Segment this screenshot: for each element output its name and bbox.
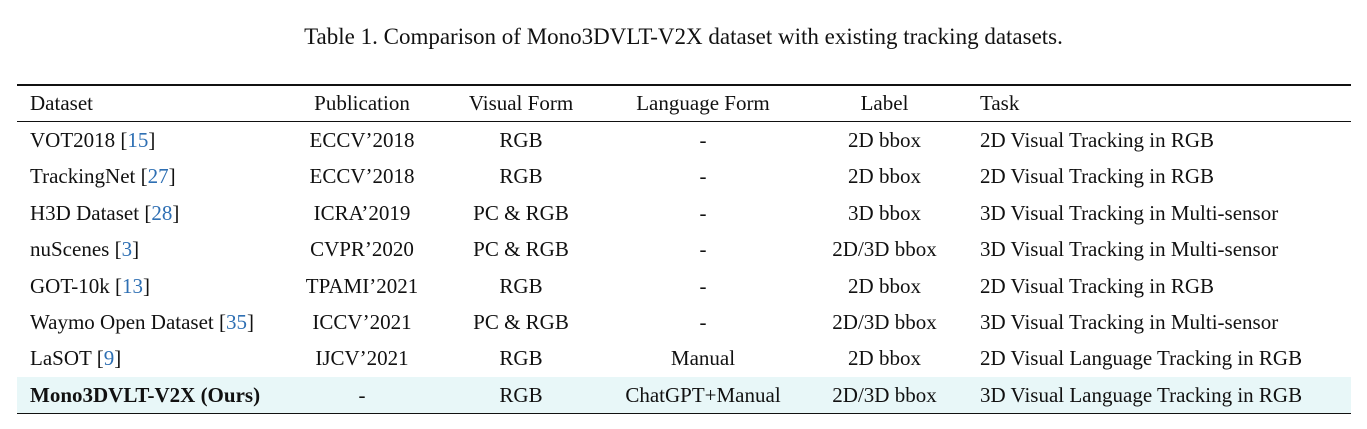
ours-label: 2D/3D bbox xyxy=(832,383,937,407)
citation-close-bracket: ] xyxy=(132,237,140,262)
dataset-name: Waymo Open Dataset xyxy=(30,310,214,334)
citation-open-bracket: [ xyxy=(96,346,104,371)
cell-dataset: GOT-10k [13] xyxy=(30,268,150,304)
cell-visual-form: PC & RGB xyxy=(473,200,569,225)
header-label: Label xyxy=(860,91,909,115)
header-row: Dataset Publication Visual Form Language… xyxy=(17,85,1351,121)
header-language-form: Language Form xyxy=(636,91,770,115)
citation-close-bracket: ] xyxy=(247,310,254,334)
ours-dataset: Mono3DVLT-V2X (Ours) xyxy=(30,383,261,407)
cell-dataset: nuScenes [3] xyxy=(30,231,139,267)
cell-label: 2D bbox xyxy=(848,273,921,298)
citation-close-bracket: ] xyxy=(142,273,150,298)
citation-link[interactable]: 15 xyxy=(127,128,149,152)
cell-visual-form: RGB xyxy=(499,346,543,371)
cell-language-form: - xyxy=(699,128,707,152)
cell-language-form: - xyxy=(699,273,707,298)
citation-close-bracket: ] xyxy=(168,164,176,189)
cell-language-form: - xyxy=(699,200,707,225)
dataset-name: GOT-10k xyxy=(30,273,110,298)
dataset-name: LaSOT xyxy=(30,346,92,371)
cell-visual-form: PC & RGB xyxy=(473,237,569,262)
ours-visual-form: RGB xyxy=(499,383,543,407)
cell-label: 3D bbox xyxy=(848,200,921,225)
citation-open-bracket: [ xyxy=(114,273,122,298)
citation-link[interactable]: 13 xyxy=(121,273,143,298)
citation-close-bracket: ] xyxy=(172,200,180,225)
citation-link[interactable]: 27 xyxy=(147,164,169,189)
cell-task: 3D Visual Tracking in Multi-sensor xyxy=(980,200,1279,225)
cell-task: 2D Visual Language Tracking in RGB xyxy=(980,346,1303,371)
top-rule xyxy=(17,84,1351,86)
ours-row: Mono3DVLT-V2X (Ours) - RGB ChatGPT+Manua… xyxy=(17,377,1351,413)
citation-close-bracket: ] xyxy=(148,128,156,152)
dataset-name: VOT2018 xyxy=(30,128,116,152)
dataset-name: nuScenes xyxy=(30,237,110,262)
citation-open-bracket: [ xyxy=(144,200,152,225)
citation-link[interactable]: 9 xyxy=(103,346,115,371)
citation-close-bracket: ] xyxy=(114,346,122,371)
cell-task: 3D Visual Tracking in Multi-sensor xyxy=(980,310,1279,334)
cell-publication: IJCV’2021 xyxy=(315,346,409,371)
cell-visual-form: RGB xyxy=(499,164,543,189)
cell-dataset: LaSOT [9] xyxy=(30,340,121,376)
cell-publication: ICCV’2021 xyxy=(312,310,412,334)
cell-visual-form: RGB xyxy=(499,128,543,152)
header-visual-form: Visual Form xyxy=(468,91,574,115)
ours-publication: - xyxy=(358,383,366,407)
citation-link[interactable]: 3 xyxy=(121,237,133,262)
cell-language-form: - xyxy=(699,164,707,189)
cell-publication: ICRA’2019 xyxy=(313,200,411,225)
cell-label: 2D bbox xyxy=(848,346,921,371)
table-row: GOT-10k [13] TPAMI’2021 RGB - 2D bbox 2D Visu… xyxy=(17,268,1351,304)
cell-publication: CVPR’2020 xyxy=(310,237,414,262)
cell-label: 2D/3D bbox xyxy=(832,237,937,262)
citation-link[interactable]: 28 xyxy=(151,200,173,225)
dataset-name: TrackingNet xyxy=(30,164,136,189)
table-row: Waymo Open Dataset [35] ICCV’2021 PC & RGB… xyxy=(17,304,1351,340)
citation-link[interactable]: 35 xyxy=(226,310,247,334)
header-publication: Publication xyxy=(314,91,410,115)
citation-open-bracket: [ xyxy=(114,237,122,262)
cell-publication: ECCV’2018 xyxy=(309,128,415,152)
header-task: Task xyxy=(980,91,1020,115)
cell-dataset: Waymo Open Dataset [35] xyxy=(30,304,254,340)
cell-task: 2D Visual Tracking in RGB xyxy=(980,128,1215,152)
table-row: TrackingNet [27] ECCV’2018 RGB - 2D bbox 2D V… xyxy=(17,158,1351,194)
citation-open-bracket: [ xyxy=(219,310,226,334)
cell-task: 3D Visual Tracking in Multi-sensor xyxy=(980,237,1279,262)
citation-open-bracket: [ xyxy=(140,164,148,189)
header-rule xyxy=(17,121,1351,122)
table-row: VOT2018 [15] ECCV’2018 RGB - 2D bbox 2D Visua… xyxy=(17,122,1351,158)
cell-label: 2D/3D bbox xyxy=(832,310,937,334)
table-row: nuScenes [3] CVPR’2020 PC & RGB - 2D/3D bbox… xyxy=(17,231,1351,267)
table-row: H3D Dataset [28] ICRA’2019 PC & RGB - 3D bbo… xyxy=(17,195,1351,231)
cell-publication: TPAMI’2021 xyxy=(305,273,419,298)
cell-label: 2D bbox xyxy=(848,128,921,152)
cell-visual-form: RGB xyxy=(499,273,543,298)
cell-visual-form: PC & RGB xyxy=(473,310,569,334)
cell-language-form: - xyxy=(699,310,707,334)
header-dataset: Dataset xyxy=(30,91,93,115)
cell-task: 2D Visual Tracking in RGB xyxy=(980,164,1215,189)
cell-language-form: Manual xyxy=(670,346,736,371)
cell-language-form: - xyxy=(699,237,707,262)
cell-dataset: TrackingNet [27] xyxy=(30,158,176,194)
ours-language-form: ChatGPT+Manual xyxy=(625,383,781,407)
cell-label: 2D bbox xyxy=(848,164,921,189)
cell-dataset: VOT2018 [15] xyxy=(30,122,155,158)
cell-task: 2D Visual Tracking in RGB xyxy=(980,273,1215,298)
bottom-rule xyxy=(17,413,1351,414)
cell-dataset: H3D Dataset [28] xyxy=(30,195,179,231)
citation-open-bracket: [ xyxy=(120,128,128,152)
table-row: LaSOT [9] IJCV’2021 RGB Manual 2D bbox 2D Vis… xyxy=(17,340,1351,376)
dataset-name: H3D Dataset xyxy=(30,200,140,225)
cell-publication: ECCV’2018 xyxy=(309,164,415,189)
ours-task: 3D Visual Language Tracking in RGB xyxy=(980,383,1303,407)
table-caption: Table 1. Comparison of Mono3DVLT-V2X dat… xyxy=(304,24,1063,49)
